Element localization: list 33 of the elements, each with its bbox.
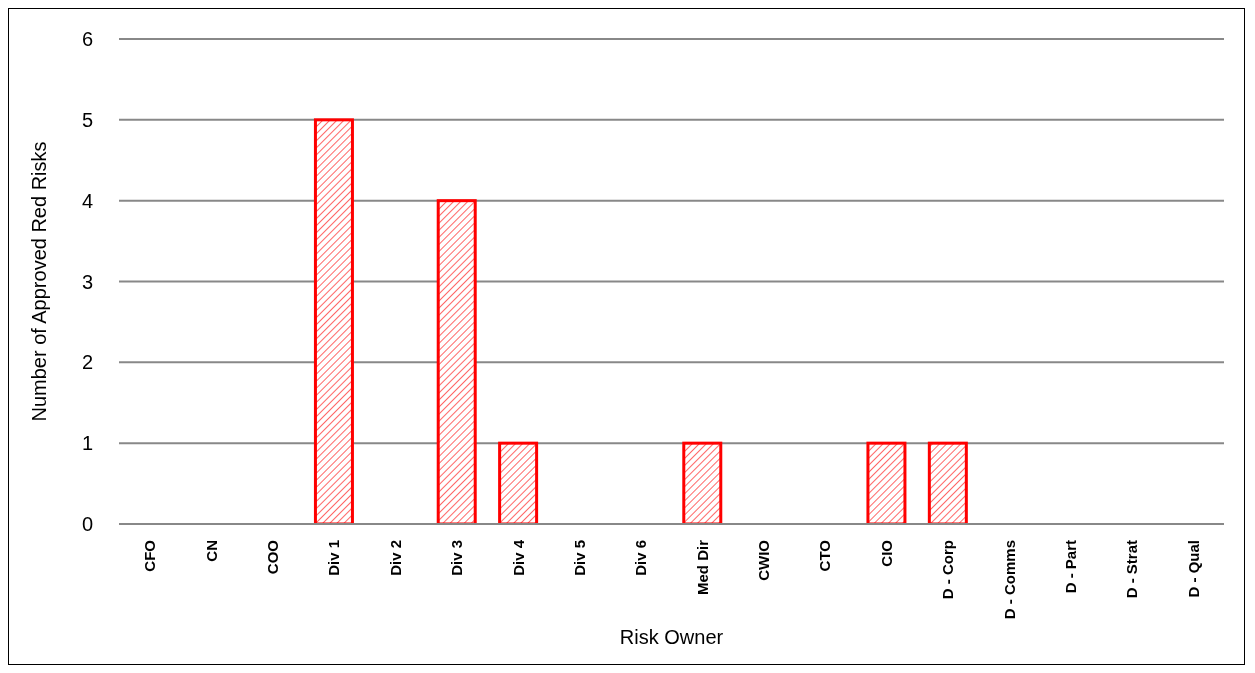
x-tick-label: Div 5: [570, 540, 588, 576]
bar: [498, 441, 539, 524]
x-axis-title: Risk Owner: [619, 626, 724, 648]
x-tick-label: D - Corp: [939, 540, 957, 600]
x-tick-label: Med Dir: [693, 539, 711, 596]
x-tick-label: CN: [202, 540, 220, 562]
x-tick-label: Div 4: [509, 539, 527, 576]
x-tick-label: Div 3: [448, 540, 466, 576]
x-tick-label: COO: [263, 539, 281, 575]
x-tick-label: CIO: [877, 539, 895, 567]
x-tick-label: Div 1: [325, 540, 343, 576]
y-tick-label: 4: [81, 189, 93, 212]
x-tick-label: D - Comms: [1000, 540, 1018, 620]
x-tick-label: D - Qual: [1184, 540, 1202, 598]
x-tick-label: Div 2: [386, 540, 404, 576]
x-tick-label: Div 6: [632, 540, 650, 576]
x-tick-label: CFO: [141, 539, 159, 572]
y-tick-label: 6: [81, 28, 93, 51]
y-tick-label: 3: [81, 270, 93, 293]
y-tick-label: 0: [81, 513, 93, 536]
bar: [682, 441, 723, 524]
x-tick-label: CTO: [816, 539, 834, 572]
bar: [313, 118, 354, 524]
y-tick-label: 5: [81, 108, 93, 131]
bar: [436, 199, 477, 524]
bar: [866, 441, 907, 524]
y-tick-label: 2: [81, 351, 93, 374]
x-tick-label: D - Part: [1062, 540, 1080, 594]
x-tick-label: D - Strat: [1123, 540, 1141, 599]
bar: [927, 441, 968, 524]
x-tick-label: CWIO: [755, 539, 773, 581]
y-axis-title: Number of Approved Red Risks: [28, 141, 51, 422]
y-tick-label: 1: [81, 432, 93, 455]
